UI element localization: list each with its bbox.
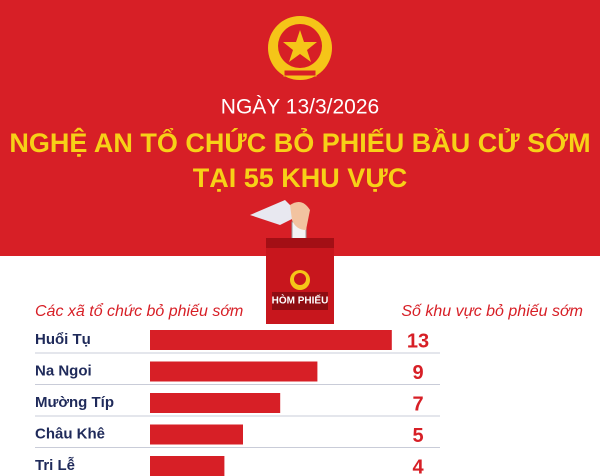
bar <box>150 424 243 445</box>
subtitle: NGÀY 13/3/2026 <box>221 96 379 119</box>
title-line: TẠI 55 KHU VỰC <box>193 163 407 193</box>
emblem <box>268 16 332 80</box>
bar <box>150 393 281 413</box>
title-line: NGHỆ AN TỔ CHỨC BỎ PHIẾU BẦU CỬ SỚM <box>9 126 590 158</box>
category-label: Na Ngoi <box>35 362 92 379</box>
value-label: 13 <box>407 330 429 352</box>
bar <box>150 330 392 350</box>
value-label: 5 <box>412 425 423 447</box>
category-label: Tri Lễ <box>35 457 75 474</box>
category-label: Mường Típ <box>35 394 114 411</box>
value-label: 7 <box>412 393 423 415</box>
category-header: Các xã tổ chức bỏ phiếu sớm <box>35 302 243 320</box>
value-label: 4 <box>412 456 424 476</box>
value-header: Số khu vực bỏ phiếu sớm <box>401 303 583 320</box>
bar <box>150 456 225 476</box>
value-label: 9 <box>412 362 423 384</box>
category-label: Huổi Tụ <box>35 331 91 348</box>
box-label: HÒM PHIẾU <box>272 294 329 307</box>
ballot-box <box>250 200 334 324</box>
bar <box>150 361 318 382</box>
category-label: Châu Khê <box>35 425 105 442</box>
